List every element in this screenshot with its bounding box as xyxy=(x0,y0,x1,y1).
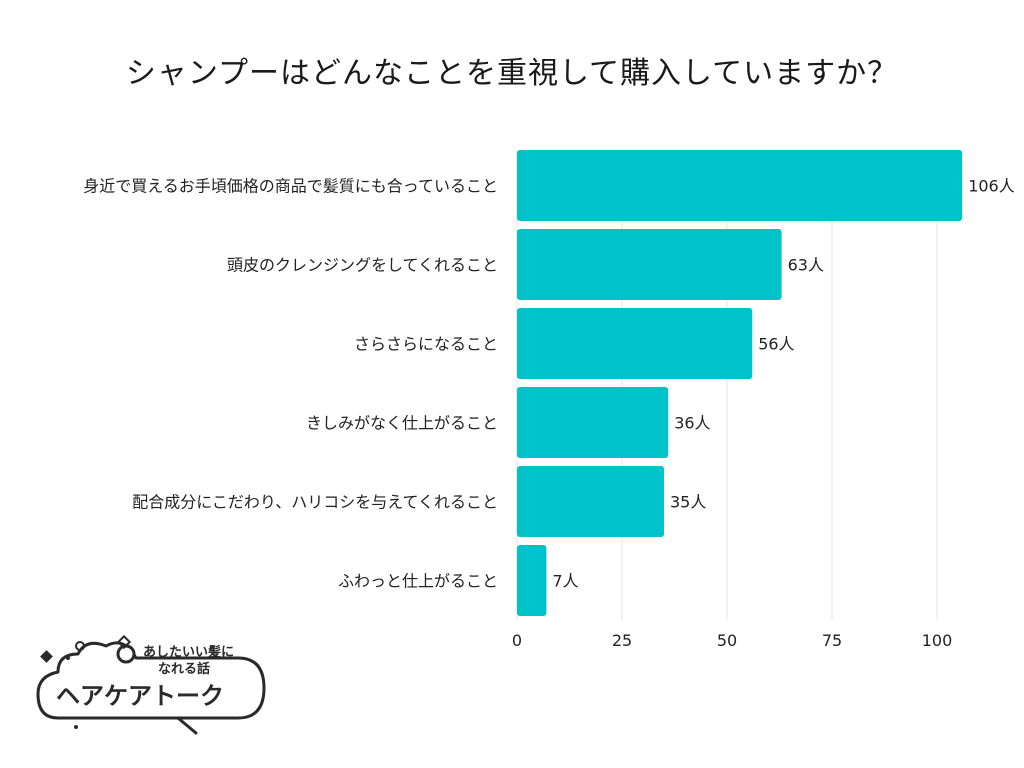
labels: 0 25 50 75 100 身近で買えるお手頃価格の商品で髪質にも合っていること 106人… xyxy=(83,177,1014,651)
data-label: 106人 xyxy=(968,177,1015,196)
x-tick-label: 0 xyxy=(512,631,522,650)
bar xyxy=(517,150,963,221)
bar xyxy=(517,229,782,300)
category-label: さらさらになること xyxy=(354,335,498,354)
category-label: ふわっと仕上がること xyxy=(338,572,498,591)
logo-tagline-2: なれる話 xyxy=(158,661,210,677)
data-label: 36人 xyxy=(674,414,710,433)
category-label: 身近で買えるお手頃価格の商品で髪質にも合っていること xyxy=(83,177,498,196)
data-label: 35人 xyxy=(670,493,706,512)
gridlines xyxy=(516,150,938,620)
bar xyxy=(517,466,664,537)
chart-title: シャンプーはどんなことを重視して購入していますか？ xyxy=(125,56,899,91)
bar xyxy=(517,387,669,458)
bar xyxy=(517,308,753,379)
bars xyxy=(517,150,963,616)
x-tick-label: 100 xyxy=(922,631,953,650)
x-tick-label: 75 xyxy=(822,631,842,650)
data-label: 56人 xyxy=(758,335,794,354)
data-label: 7人 xyxy=(552,572,578,591)
x-tick-label: 25 xyxy=(612,631,632,650)
x-tick-label: 50 xyxy=(717,631,737,650)
data-label: 63人 xyxy=(788,256,824,275)
logo-tagline-1: あしたいい髪に xyxy=(143,644,234,660)
bar-chart: 0 25 50 75 100 身近で買えるお手頃価格の商品で髪質にも合っていること 106人… xyxy=(83,150,1015,651)
category-label: 配合成分にこだわり、ハリコシを与えてくれること xyxy=(132,493,498,512)
logo-name: ヘアケアトーク xyxy=(56,682,224,710)
bar xyxy=(517,545,547,616)
brand-logo: あしたいい髪に なれる話 ヘアケアトーク xyxy=(36,634,266,735)
category-label: 頭皮のクレンジングをしてくれること xyxy=(227,256,498,275)
category-label: きしみがなく仕上がること xyxy=(306,414,498,433)
